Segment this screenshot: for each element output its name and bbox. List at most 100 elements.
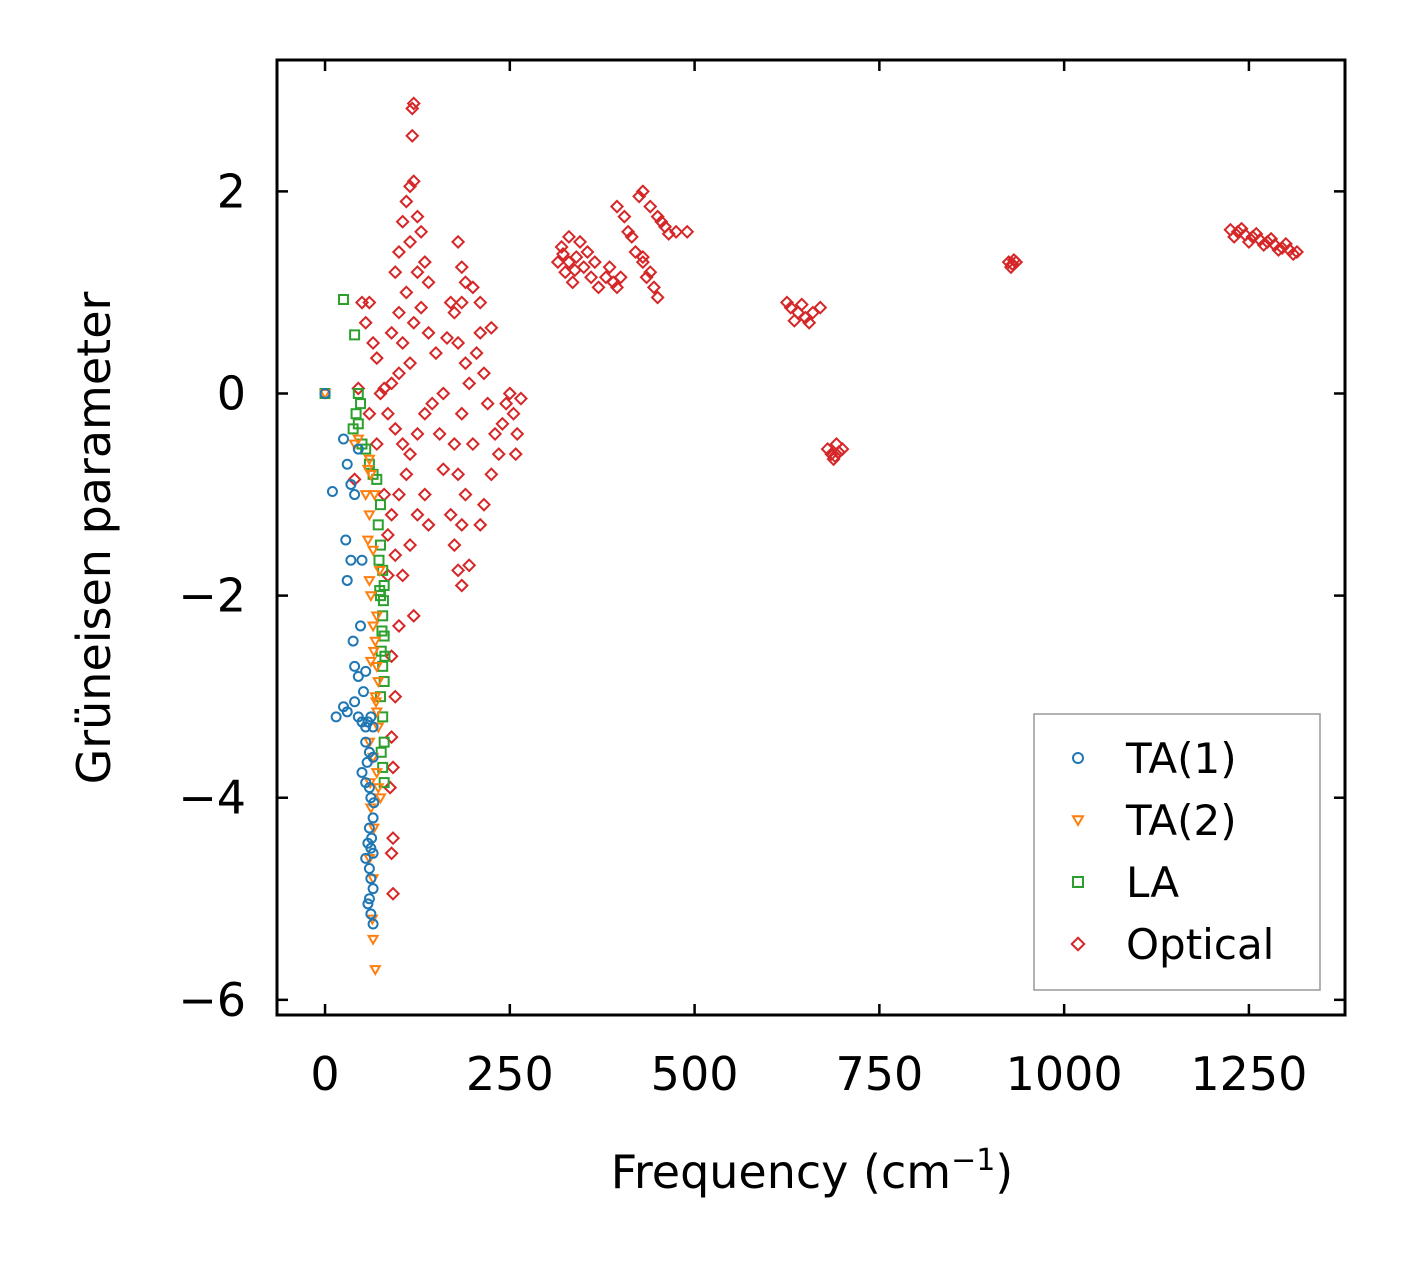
data-point xyxy=(643,199,658,214)
data-point xyxy=(360,721,372,733)
data-point xyxy=(405,101,420,116)
data-point xyxy=(1227,229,1242,244)
data-point xyxy=(406,315,421,330)
data-point xyxy=(363,822,375,834)
data-point xyxy=(364,803,378,815)
data-point xyxy=(363,510,376,522)
data-point xyxy=(372,722,385,734)
data-point xyxy=(366,934,380,946)
data-point xyxy=(487,426,503,441)
data-point xyxy=(669,224,684,239)
data-point xyxy=(338,294,350,306)
data-point xyxy=(425,396,440,411)
data-point xyxy=(635,250,650,265)
data-point xyxy=(369,436,384,452)
data-point xyxy=(508,447,523,462)
legend-item-optical: Optical xyxy=(1070,920,1274,969)
x-tick-label: 0 xyxy=(310,1047,339,1101)
data-point xyxy=(1234,221,1249,236)
data-point xyxy=(341,458,353,470)
data-point xyxy=(372,677,385,689)
data-point xyxy=(345,478,357,490)
data-point xyxy=(473,517,488,532)
data-point xyxy=(391,618,406,633)
data-point xyxy=(421,517,436,532)
data-point xyxy=(367,721,379,733)
data-point xyxy=(347,423,359,435)
data-point xyxy=(374,691,386,703)
series-ta-2 xyxy=(318,389,387,977)
data-point xyxy=(319,387,331,399)
data-point xyxy=(349,696,361,708)
data-point xyxy=(360,736,372,748)
data-point xyxy=(369,965,382,977)
data-point xyxy=(356,554,368,566)
data-point xyxy=(360,852,372,864)
data-point xyxy=(364,591,378,603)
data-point xyxy=(341,574,353,586)
data-point xyxy=(1289,244,1304,260)
data-point xyxy=(399,467,414,482)
data-point xyxy=(363,862,375,874)
data-point xyxy=(609,280,625,295)
data-point xyxy=(643,265,658,280)
data-point xyxy=(410,209,425,224)
data-point xyxy=(388,689,403,704)
data-point xyxy=(368,797,380,809)
data-point xyxy=(554,239,569,254)
data-point xyxy=(513,391,528,406)
data-point xyxy=(680,224,695,239)
data-point xyxy=(374,793,387,805)
data-point xyxy=(377,711,389,723)
data-point xyxy=(395,568,410,583)
data-point xyxy=(451,335,466,351)
data-point xyxy=(369,351,384,366)
data-point xyxy=(447,538,462,553)
legend-item-ta-2: TA(2) xyxy=(1071,796,1237,845)
data-point xyxy=(377,595,389,607)
x-axis-label-superscript: −1 xyxy=(951,1143,995,1178)
data-point xyxy=(341,706,353,718)
data-point xyxy=(561,229,576,244)
data-point xyxy=(639,270,654,285)
data-point xyxy=(374,499,386,511)
data-point xyxy=(376,625,388,637)
data-point xyxy=(357,686,369,698)
data-point xyxy=(391,487,406,502)
data-point xyxy=(365,711,377,723)
data-point xyxy=(369,697,383,709)
data-point xyxy=(406,608,421,623)
legend-marker xyxy=(1070,936,1086,952)
x-tick-label: 750 xyxy=(835,1047,923,1101)
legend-label: Optical xyxy=(1126,920,1274,969)
data-point xyxy=(377,761,389,773)
data-point xyxy=(367,847,379,859)
data-point xyxy=(1286,246,1301,262)
data-point xyxy=(370,768,384,779)
data-point xyxy=(484,467,499,482)
data-point xyxy=(465,280,480,295)
data-point xyxy=(395,214,410,229)
x-tick-label: 500 xyxy=(651,1047,739,1101)
data-point xyxy=(362,898,374,910)
data-point xyxy=(458,275,473,290)
data-point xyxy=(352,434,365,446)
data-point xyxy=(458,356,473,371)
data-point xyxy=(365,842,377,854)
data-point xyxy=(451,467,466,482)
data-point xyxy=(352,443,364,455)
data-point xyxy=(340,534,352,546)
data-point xyxy=(510,426,525,441)
data-point xyxy=(421,275,436,290)
data-point xyxy=(591,280,606,295)
data-point xyxy=(443,295,458,310)
data-point xyxy=(628,244,643,260)
data-point xyxy=(361,464,375,476)
data-point xyxy=(410,507,425,522)
data-point xyxy=(388,421,403,436)
data-point xyxy=(370,611,384,623)
legend: TA(1) TA(2) LA Optical xyxy=(1033,713,1321,991)
data-point xyxy=(473,325,488,340)
data-point xyxy=(443,507,458,522)
data-point xyxy=(414,224,429,239)
